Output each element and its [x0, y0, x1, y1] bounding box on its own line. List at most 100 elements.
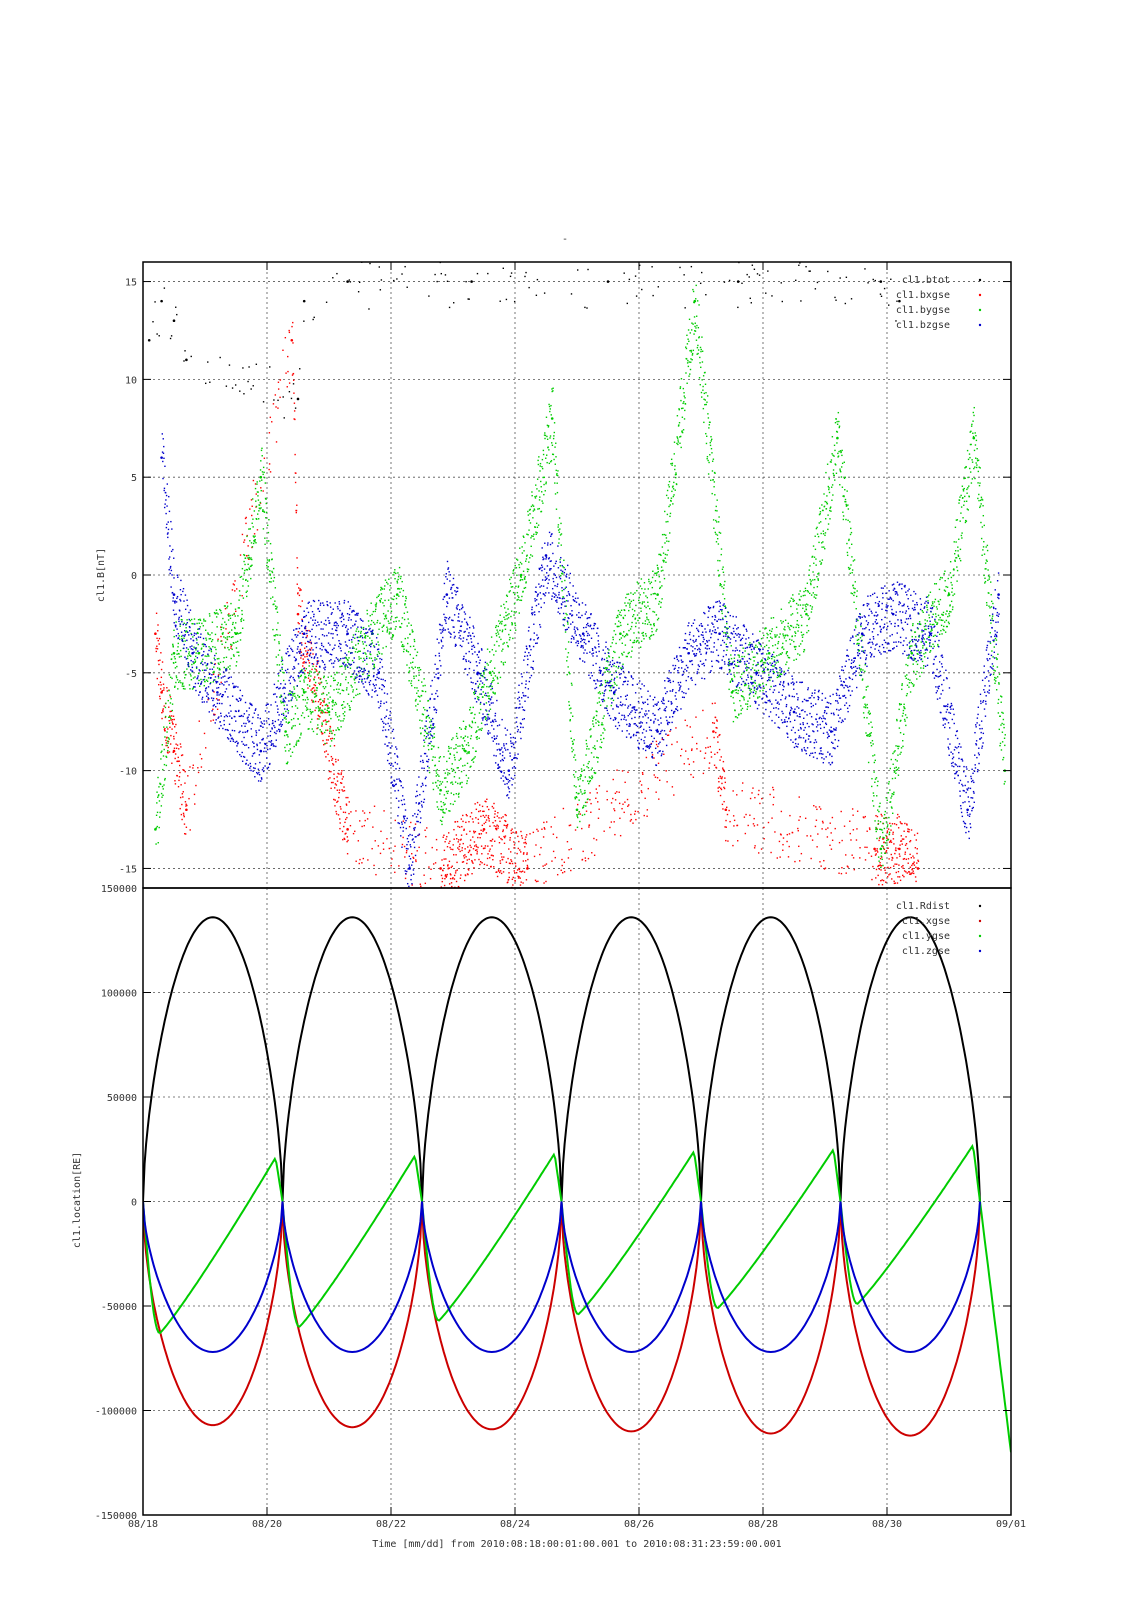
data-point — [902, 740, 904, 742]
data-point — [216, 612, 218, 614]
data-point — [730, 657, 733, 660]
data-point — [794, 860, 796, 863]
data-point — [282, 671, 284, 674]
data-point — [202, 658, 204, 661]
data-point — [670, 497, 673, 499]
data-point — [806, 624, 808, 627]
data-point — [158, 643, 160, 645]
data-point — [165, 755, 167, 758]
data-point — [409, 653, 411, 656]
data-point — [332, 729, 334, 732]
data-point — [907, 664, 909, 667]
data-point — [609, 686, 612, 689]
data-point — [260, 460, 262, 462]
data-point — [262, 401, 265, 403]
data-point — [768, 640, 770, 642]
data-point — [524, 890, 525, 891]
data-point — [350, 700, 353, 702]
data-point — [901, 866, 903, 868]
data-point — [164, 727, 166, 730]
data-point — [201, 669, 204, 672]
data-point — [851, 569, 854, 571]
data-point — [158, 335, 160, 337]
data-point — [737, 840, 739, 842]
data-point — [591, 775, 593, 777]
data-point — [471, 712, 473, 714]
data-point — [735, 665, 737, 667]
data-point — [363, 825, 365, 827]
data-point — [369, 614, 371, 617]
data-point — [910, 873, 912, 876]
data-point — [661, 546, 664, 548]
data-point — [669, 515, 671, 518]
data-point — [163, 784, 165, 786]
data-point — [225, 385, 228, 387]
data-point — [675, 476, 677, 479]
data-point — [901, 715, 904, 717]
data-point — [809, 835, 812, 837]
data-point — [519, 561, 522, 564]
data-point — [556, 482, 558, 484]
data-point — [626, 302, 628, 305]
data-point — [733, 657, 736, 659]
data-point — [762, 689, 764, 692]
data-point — [549, 410, 551, 413]
data-point — [169, 696, 172, 698]
data-point — [716, 499, 718, 501]
data-point — [396, 588, 399, 590]
data-point — [664, 510, 666, 513]
data-point — [466, 780, 468, 782]
data-point — [926, 606, 928, 609]
data-point — [403, 845, 406, 848]
data-point — [630, 656, 632, 658]
data-point — [628, 604, 631, 606]
data-point — [277, 680, 279, 682]
data-point — [508, 872, 510, 874]
data-point — [277, 654, 280, 656]
data-point — [172, 723, 174, 725]
data-point — [453, 793, 455, 796]
data-point — [633, 632, 635, 634]
data-point — [391, 615, 393, 618]
data-point — [621, 807, 623, 810]
data-point — [248, 366, 250, 368]
data-point — [723, 631, 725, 634]
data-point — [355, 694, 357, 697]
data-point — [848, 568, 851, 570]
data-point — [167, 699, 169, 702]
data-point — [719, 794, 722, 797]
data-point — [790, 614, 792, 616]
data-point — [592, 717, 595, 720]
data-point — [273, 639, 276, 641]
data-point — [431, 748, 433, 750]
data-point — [315, 707, 317, 709]
data-point — [576, 796, 578, 799]
data-point — [558, 517, 561, 519]
data-point — [377, 595, 380, 598]
data-point — [503, 624, 506, 627]
data-point — [225, 641, 227, 644]
data-point — [357, 291, 360, 293]
data-point — [181, 619, 183, 621]
data-point — [448, 747, 450, 750]
data-point — [509, 837, 511, 839]
data-point — [790, 625, 793, 627]
data-point — [725, 627, 728, 629]
data-point — [457, 745, 459, 747]
data-point — [513, 603, 516, 605]
data-point — [481, 805, 484, 808]
data-point — [262, 473, 264, 476]
data-point — [765, 659, 767, 662]
data-point — [412, 667, 414, 670]
data-point — [421, 690, 423, 692]
data-point — [297, 739, 300, 742]
data-point — [507, 645, 510, 648]
data-point — [705, 747, 707, 749]
data-point — [711, 702, 714, 705]
data-point — [158, 826, 160, 829]
data-point — [276, 611, 279, 613]
data-point — [252, 385, 254, 387]
data-point — [633, 813, 636, 815]
data-point — [800, 631, 803, 634]
data-point — [240, 620, 242, 623]
